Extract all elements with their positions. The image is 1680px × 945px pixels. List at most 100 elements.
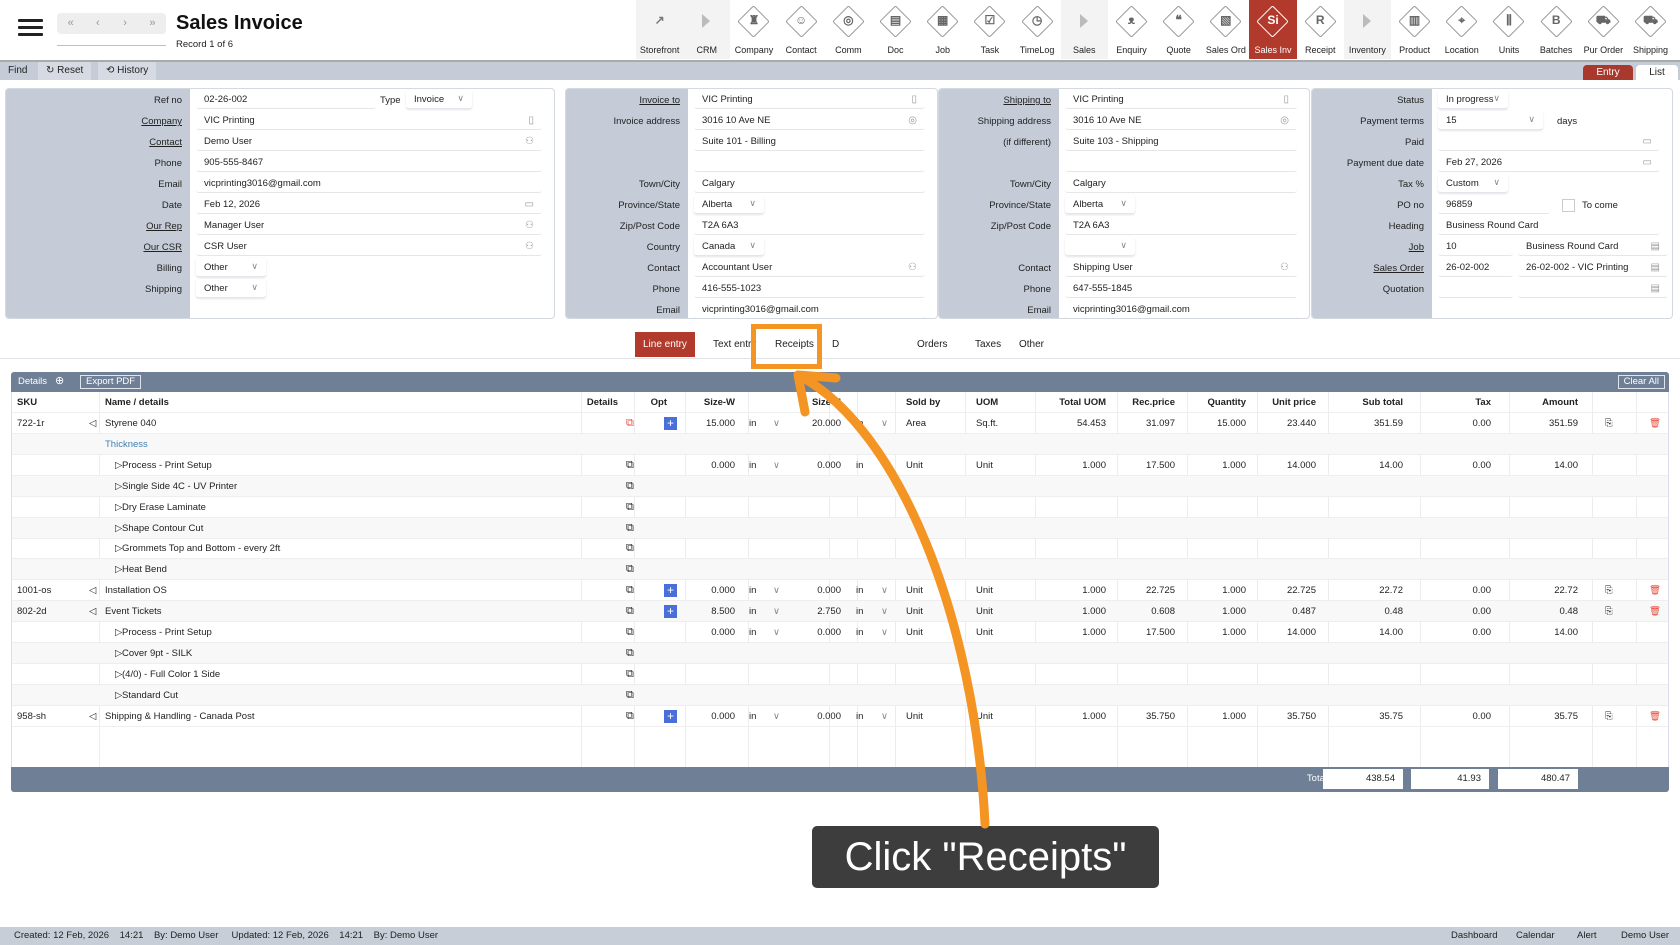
expand-icon[interactable]: ▷ [115, 522, 123, 534]
table-row[interactable]: Process - Print Setup ▷ ⧉ 0.000 in ∨ 0.000 in ∨ U… [12, 622, 1668, 643]
unit-h[interactable]: in [856, 606, 864, 618]
copy-icon[interactable]: ⎘ [1605, 710, 1613, 722]
payment-due-date-field[interactable]: Feb 27, 2026 ▭ [1438, 153, 1660, 172]
status-select[interactable]: In progress ∨ [1438, 90, 1508, 109]
person-icon[interactable]: ⚇ [525, 136, 534, 147]
shipping-select[interactable]: Other ∨ [196, 279, 266, 298]
person-icon[interactable]: ⚇ [1280, 262, 1289, 273]
document-icon[interactable]: ▤ [1650, 283, 1660, 294]
tab-orders[interactable]: Orders [917, 339, 948, 350]
chevron-down-icon[interactable]: ∨ [773, 627, 780, 638]
job-label[interactable]: Job [1408, 242, 1424, 253]
delete-icon[interactable]: 🗑 [1649, 585, 1662, 597]
date-field[interactable]: Feb 12, 2026 ▭ [196, 195, 542, 214]
details-icon[interactable]: ⧉ [626, 521, 634, 534]
our-rep-field[interactable]: Manager User ⚇ [196, 216, 542, 235]
details-icon[interactable]: ⧉ [626, 458, 634, 471]
table-row[interactable]: 802-2d ◁ Event Tickets ⧉ +8.500 in ∨ 2.750 in ∨ Un… [12, 601, 1668, 623]
expand-icon[interactable]: ▷ [115, 459, 123, 471]
extra-field[interactable] [694, 153, 925, 172]
chevron-down-icon[interactable]: ∨ [773, 606, 780, 618]
sales-order-name-field[interactable]: 26-02-002 - VIC Printing ▤ [1518, 258, 1668, 277]
invoice-to-label[interactable]: Invoice to [639, 95, 680, 106]
expand-icon[interactable]: ▷ [115, 668, 123, 680]
tab-other[interactable]: Other [1019, 339, 1045, 350]
chevron-down-icon[interactable]: ∨ [881, 418, 888, 429]
first-record-button[interactable]: « [67, 17, 74, 29]
table-row[interactable]: Single Side 4C - UV Printer ▷ ⧉ [12, 475, 1668, 497]
expand-icon[interactable]: ▷ [115, 543, 123, 555]
expand-icon[interactable]: ▷ [115, 647, 123, 659]
tax-select[interactable]: Custom ∨ [1438, 174, 1508, 193]
job-name-field[interactable]: Business Round Card ▤ [1518, 237, 1668, 256]
nav-sales-inv[interactable]: Si Sales Inv [1249, 0, 1297, 59]
email-field[interactable]: vicprinting3016@gmail.com [196, 174, 542, 193]
province-state-select[interactable]: Alberta ∨ [1065, 195, 1135, 214]
delete-icon[interactable]: 🗑 [1649, 710, 1662, 722]
unit-w[interactable]: in [749, 710, 757, 722]
table-row[interactable]: Heat Bend ▷ ⧉ [12, 559, 1668, 581]
copy-icon[interactable]: ⎘ [1605, 606, 1613, 618]
nav-contact[interactable]: ☺ Contact [778, 0, 825, 59]
nav-pur-order[interactable]: ⛟ Pur Order [1580, 0, 1627, 59]
table-row[interactable]: 722-1r ◁ Styrene 040 ⧉ +15.000 in ∨ 20.000 in ∨ Ar… [12, 413, 1668, 434]
contact-field[interactable]: Demo User ⚇ [196, 132, 542, 151]
payment-terms-select[interactable]: 15 ∨ [1438, 111, 1543, 130]
dashboard-link[interactable]: Dashboard [1451, 930, 1498, 941]
details-icon[interactable]: ⧉ [626, 667, 634, 680]
tab-d[interactable]: D [832, 339, 840, 350]
details-icon[interactable]: ⧉ [626, 479, 634, 492]
building-icon[interactable]: ▯ [1283, 94, 1289, 105]
history-button[interactable]: ⟲ History [98, 62, 157, 80]
chevron-down-icon[interactable]: ∨ [881, 606, 888, 618]
chevron-down-icon[interactable]: ∨ [773, 418, 780, 429]
email-field[interactable]: vicprinting3016@gmail.com [1065, 300, 1297, 318]
to-come-checkbox[interactable] [1562, 199, 1575, 212]
email-field[interactable]: vicprinting3016@gmail.com [694, 300, 925, 318]
copy-icon[interactable]: ⎘ [1605, 585, 1613, 597]
details-icon[interactable]: ⧉ [626, 605, 634, 618]
delete-icon[interactable]: 🗑 [1649, 418, 1662, 429]
building-icon[interactable]: ▯ [528, 115, 534, 126]
details-icon[interactable]: ⧉ [626, 709, 634, 722]
nav-task[interactable]: ☑ Task [966, 0, 1013, 59]
tab-receipts[interactable]: Receipts [775, 339, 814, 350]
sales-order-label[interactable]: Sales Order [1373, 263, 1424, 274]
collapse-icon[interactable]: ◁ [89, 585, 97, 597]
town-city-field[interactable]: Calgary [694, 174, 925, 193]
unit-w[interactable]: in [749, 606, 757, 618]
job-field[interactable]: 10 [1438, 237, 1513, 256]
export-pdf-button[interactable]: Export PDF [80, 375, 142, 389]
quotation-field[interactable] [1438, 279, 1513, 298]
unit-w[interactable]: in [749, 627, 757, 638]
our-rep-label[interactable]: Our Rep [146, 221, 182, 232]
reset-button[interactable]: ↻ Reset [38, 62, 92, 80]
nav-product[interactable]: ▥ Product [1391, 0, 1438, 59]
zip-post-code-field[interactable]: T2A 6A3 [694, 216, 925, 235]
unit-h[interactable]: in [856, 627, 864, 638]
table-row[interactable]: Shape Contour Cut ▷ ⧉ [12, 517, 1668, 539]
contact-field[interactable]: Accountant User ⚇ [694, 258, 925, 277]
billing-select[interactable]: Other ∨ [196, 258, 266, 277]
tab-taxes[interactable]: Taxes [975, 339, 1002, 350]
sales-order-field[interactable]: 26-02-002 [1438, 258, 1513, 277]
chevron-down-icon[interactable]: ∨ [773, 710, 780, 722]
phone-field[interactable]: 647-555-1845 [1065, 279, 1297, 298]
tab-text-entry[interactable]: Text entry [713, 339, 757, 350]
unit-w[interactable]: in [749, 585, 757, 597]
add-option-button[interactable]: + [664, 601, 677, 623]
town-city-field[interactable]: Calgary [1065, 174, 1297, 193]
unit-w[interactable]: in [749, 459, 757, 471]
nav-sales[interactable]: Sales [1060, 0, 1108, 59]
chevron-down-icon[interactable]: ∨ [773, 585, 780, 597]
delete-icon[interactable]: 🗑 [1649, 606, 1662, 618]
add-option-button[interactable]: + [664, 706, 677, 728]
prev-record-button[interactable]: ‹ [96, 17, 100, 29]
shipping-to-label[interactable]: Shipping to [1003, 95, 1051, 106]
add-option-button[interactable]: + [664, 580, 677, 602]
table-row[interactable]: 1001-os ◁ Installation OS ⧉ +0.000 in ∨ 0.000 in… [12, 580, 1668, 602]
nav-enquiry[interactable]: ᴥ Enquiry [1108, 0, 1155, 59]
nav-job[interactable]: ▦ Job [919, 0, 966, 59]
nav-crm[interactable]: CRM [683, 0, 731, 59]
nav-receipt[interactable]: R Receipt [1297, 0, 1344, 59]
